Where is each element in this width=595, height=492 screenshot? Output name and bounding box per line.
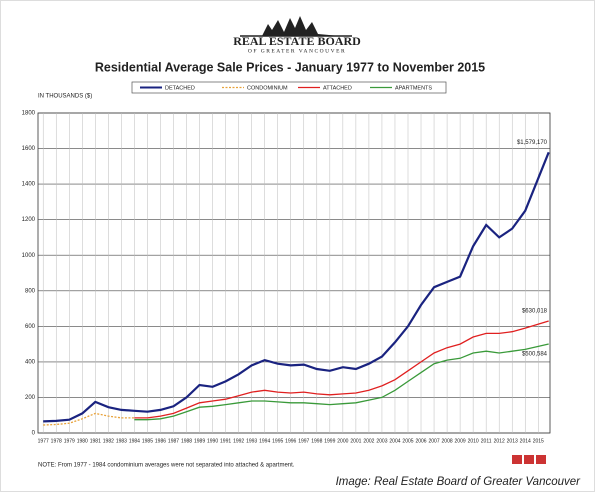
x-tick-label: 1994 — [259, 438, 270, 444]
y-tick-label: 1200 — [22, 217, 36, 223]
legend-label: ATTACHED — [323, 85, 352, 91]
x-tick-label: 1984 — [129, 438, 140, 444]
plot-area — [37, 112, 551, 434]
y-tick-label: 400 — [25, 359, 36, 365]
chart-title: Residential Average Sale Prices - Januar… — [95, 60, 485, 74]
logo — [240, 16, 352, 37]
y-tick-label: 1600 — [22, 146, 36, 152]
x-tick-label: 2008 — [442, 438, 453, 444]
org-sub: OF GREATER VANCOUVER — [248, 48, 346, 54]
caption: Image: Real Estate Board of Greater Vanc… — [336, 476, 582, 488]
x-tick-label: 2005 — [402, 438, 413, 444]
x-tick-label: 1993 — [246, 438, 257, 444]
x-tick-label: 2003 — [376, 438, 387, 444]
mls-logo — [512, 455, 546, 464]
y-tick-label: 1000 — [22, 253, 36, 259]
x-tick-label: 2006 — [415, 438, 426, 444]
x-tick-label: 1980 — [77, 438, 88, 444]
series-line — [43, 412, 135, 426]
note: NOTE: From 1977 - 1984 condominium avera… — [38, 463, 295, 469]
x-tick-label: 1979 — [64, 438, 75, 444]
x-tick-label: 2007 — [428, 438, 439, 444]
legend-box — [131, 81, 447, 94]
x-tick-label: 1988 — [181, 438, 192, 444]
x-tick-label: 2010 — [468, 438, 479, 444]
y-tick-label: 800 — [25, 288, 36, 294]
legend-label: CONDOMINIUM — [247, 85, 288, 91]
x-tick-label: 1986 — [155, 438, 166, 444]
x-tick-label: 1989 — [194, 438, 205, 444]
x-tick-label: 1999 — [324, 438, 335, 444]
x-tick-label: 2000 — [337, 438, 348, 444]
x-tick-label: 1977 — [38, 438, 49, 444]
x-tick-label: 1978 — [51, 438, 62, 444]
x-tick-label: 2013 — [507, 438, 518, 444]
x-tick-label: 1998 — [311, 438, 322, 444]
value-label: $630,018 — [522, 309, 548, 315]
x-tick-label: 1985 — [142, 438, 153, 444]
x-tick-label: 2001 — [350, 438, 361, 444]
x-tick-label: 2012 — [494, 438, 505, 444]
x-tick-label: 2009 — [455, 438, 466, 444]
y-tick-label: 600 — [25, 324, 36, 330]
x-tick-label: 1997 — [298, 438, 309, 444]
series-line — [134, 343, 549, 421]
x-tick-label: 1981 — [90, 438, 101, 444]
x-tick-label: 2014 — [520, 438, 531, 444]
org-name: REAL ESTATE BOARD — [233, 34, 361, 48]
legend-label: DETACHED — [165, 85, 195, 91]
series-line — [134, 320, 549, 419]
y-tick-label: 1400 — [22, 182, 36, 188]
value-label: $500,584 — [522, 352, 548, 358]
x-tick-label: 2002 — [363, 438, 374, 444]
legend-label: APARTMENTS — [395, 85, 432, 91]
x-tick-label: 1990 — [207, 438, 218, 444]
y-tick-label: 1800 — [22, 111, 36, 117]
y-axis-label: IN THOUSANDS ($) — [38, 94, 92, 100]
x-tick-label: 1996 — [285, 438, 296, 444]
x-tick-label: 2011 — [481, 438, 492, 444]
x-tick-label: 2015 — [533, 438, 544, 444]
series-line — [43, 151, 550, 423]
y-tick-label: 0 — [32, 431, 36, 437]
x-tick-label: 1995 — [272, 438, 283, 444]
value-label: $1,579,170 — [517, 140, 548, 146]
y-tick-label: 200 — [25, 395, 36, 401]
x-tick-label: 1983 — [116, 438, 127, 444]
x-tick-label: 1992 — [233, 438, 244, 444]
x-tick-label: 2004 — [389, 438, 400, 444]
x-tick-label: 1991 — [220, 438, 231, 444]
x-tick-label: 1982 — [103, 438, 114, 444]
x-tick-label: 1987 — [168, 438, 179, 444]
